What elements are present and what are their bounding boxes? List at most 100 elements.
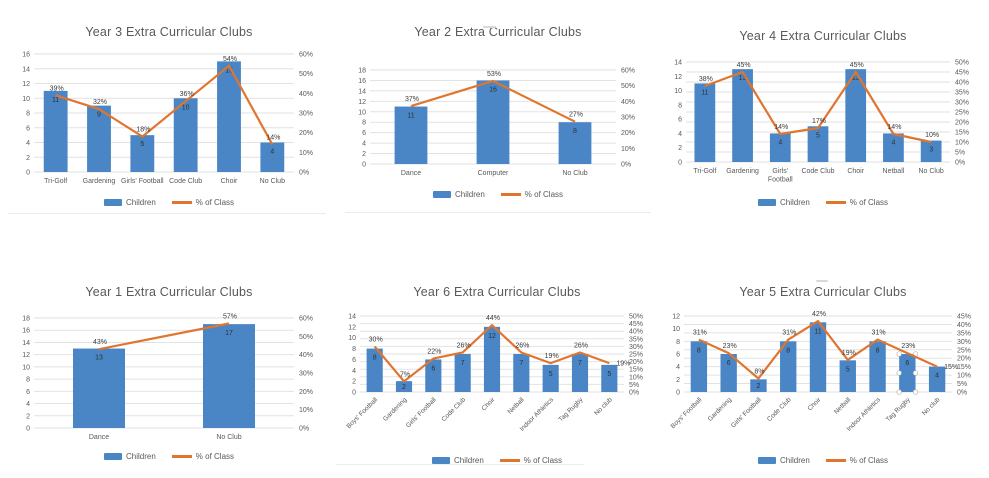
plot-area: 18 16 14 12 10 8 6 4 2 0 60% 50% 40% 30% 20% 10% 0% 11 16 8… [344,58,652,189]
legend-item-pct[interactable]: % of Class [825,456,889,465]
bar-No Club[interactable] [203,324,255,428]
selection-handle[interactable] [896,370,902,376]
bar-Choir[interactable] [483,326,501,392]
bar-Computer[interactable] [476,80,510,164]
legend-item-children[interactable]: Children [757,456,810,465]
right-axis-tick: 15% [629,367,643,374]
selection-handle[interactable] [912,370,919,376]
pct-line[interactable] [704,70,932,144]
selection-handle[interactable] [912,389,919,395]
bar-Code Club[interactable] [780,341,797,392]
bar-Boys' Football[interactable] [690,341,708,392]
legend-item-children[interactable]: Children [103,452,156,461]
legend-item-pct[interactable]: % of Class [499,456,562,465]
chart-year-5: Year 5 Extra Curricular Clubs 12 10 8 6 4 2 0 4… [658,284,988,465]
bar-Choir[interactable] [845,69,867,162]
chart-title[interactable]: Year 1 Extra Curricular Clubs [85,285,253,299]
x-axis-label: Girls' Football [405,396,438,429]
bar-Gardening[interactable] [395,381,413,392]
bar-Choir[interactable] [217,61,241,172]
bar-Tri-Golf[interactable] [694,83,716,162]
bar-Indoor Athletics[interactable] [869,341,886,392]
bar-Boys' Football[interactable] [366,348,383,392]
bar-Code Club[interactable] [173,98,198,172]
bar-No club[interactable] [601,364,618,392]
legend-item-pct[interactable]: % of Class [171,452,235,461]
bar-Dance[interactable] [73,348,125,428]
right-axis-tick: 50% [299,71,313,78]
bar-No club[interactable] [928,366,946,392]
chart-year-1: Year 1 Extra Curricular Clubs 18 16 14 12 10… [8,284,330,461]
selection-handle[interactable] [896,351,902,357]
pct-label: 42% [812,311,826,318]
bar-Netball[interactable] [513,354,530,392]
right-axis-tick: 10% [299,407,313,414]
pct-line[interactable] [98,322,230,351]
right-axis-tick: 35% [629,336,643,343]
bar-Code Club[interactable] [454,354,471,392]
left-axis-tick: 10 [358,109,366,116]
bar-Tag Rugby[interactable] [571,354,589,392]
right-axis-tick: 40% [629,329,643,336]
line-swatch-icon [500,193,521,196]
bar-Girls' Football[interactable] [769,133,791,162]
chart-canvas: 1412108642050%45%40%35%30%25%20%15%10%5%… [674,60,969,184]
legend-item-children[interactable]: Children [103,198,156,207]
legend-item-pct[interactable]: % of Class [500,190,563,199]
bar-Gardening[interactable] [720,354,737,392]
pct-label: 10% [925,132,939,139]
bar-No Club[interactable] [558,122,592,164]
bar-Girls' Football[interactable] [130,135,155,172]
bar-Choir[interactable] [809,322,827,392]
left-axis-tick: 4 [678,131,682,138]
pct-line[interactable] [55,64,274,145]
legend-item-pct[interactable]: % of Class [171,198,234,207]
right-axis-tick: 30% [299,111,313,118]
bar-Gardening[interactable] [732,69,753,162]
x-axis-label: No Club [562,170,587,177]
legend-item-pct[interactable]: % of Class [825,198,888,207]
bar-Code Club[interactable] [807,126,829,162]
x-axis-label: Tri-Golf [693,168,716,175]
bar-Gardening[interactable] [87,105,111,172]
bar-value-label: 7 [461,360,465,367]
bar-value-label: 13 [739,75,747,82]
left-axis-tick: 12 [672,314,680,321]
chart-title[interactable]: Year 2 Extra Curricular Clubs [414,25,582,39]
left-axis-tick: 10 [674,88,682,95]
chart-title[interactable]: Year 3 Extra Curricular Clubs [85,25,253,39]
pct-label: 15% [944,364,958,371]
bar-No Club[interactable] [920,140,942,162]
right-axis-tick: 25% [955,110,969,117]
legend-item-children[interactable]: Children [432,190,485,199]
pct-line[interactable] [373,324,610,383]
legend-label: % of Class [849,456,889,465]
bar-value-label: 12 [488,333,496,340]
pct-line[interactable] [410,79,576,123]
bar-Dance[interactable] [394,106,428,164]
bar-Netball[interactable] [883,133,904,162]
selection-handle[interactable] [896,389,902,395]
right-axis-tick: 30% [957,339,971,346]
bar-Girls' Football[interactable] [425,359,442,392]
chart-title[interactable]: Year 4 Extra Curricular Clubs [739,29,907,43]
legend-item-children[interactable]: Children [757,198,810,207]
pct-line[interactable] [698,319,938,380]
bar-Girls' Football[interactable] [750,379,767,392]
legend-item-children[interactable]: Children [431,456,484,465]
x-axis-label: Dance [401,170,421,177]
bar-Indoor Athletics[interactable] [542,364,559,392]
chart-title[interactable]: Year 6 Extra Curricular Clubs [413,285,581,299]
right-axis-tick: 50% [629,314,643,321]
bar-Tag Rugby[interactable] [899,354,916,392]
x-axis-label: Tag Rugby [557,396,584,423]
bar-Netball[interactable] [839,360,856,392]
pct-label: 32% [93,99,107,106]
bar-Tri-Golf[interactable] [43,90,68,172]
bar-No Club[interactable] [260,142,285,173]
chart-title[interactable]: Year 5 Extra Curricular Clubs [739,285,907,299]
bar-value-label: 5 [816,132,820,139]
left-axis-tick: 12 [22,81,30,88]
legend-label: % of Class [195,452,235,461]
left-axis-tick: 12 [674,74,682,81]
